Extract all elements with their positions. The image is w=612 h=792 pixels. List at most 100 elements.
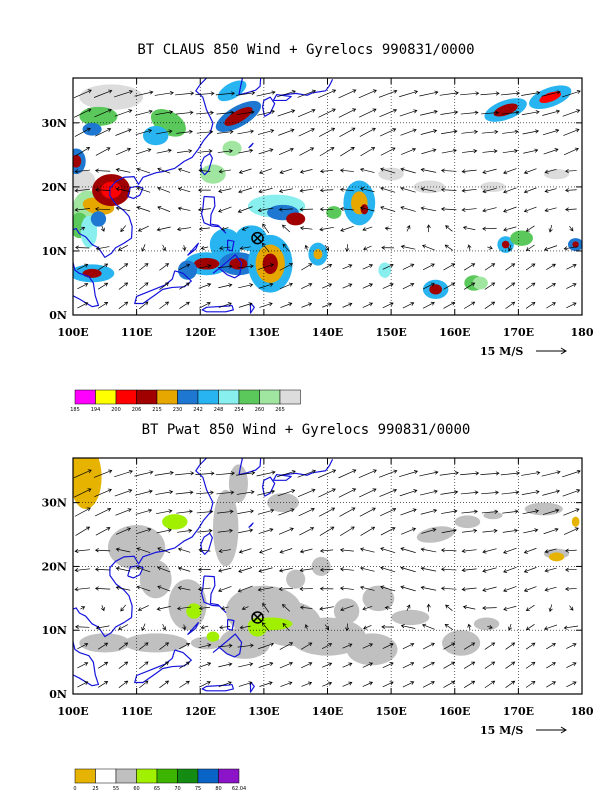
- x-tick-label: 160E: [439, 326, 470, 339]
- wind-vector-arrow: [304, 244, 309, 251]
- wind-vector-arrow: [135, 128, 153, 136]
- wind-vector-arrow: [422, 661, 435, 669]
- wind-vector-arrow: [463, 301, 476, 309]
- wind-vector-arrow: [299, 207, 313, 212]
- wind-vector-arrow: [339, 168, 354, 173]
- wind-vector-arrow: [400, 167, 416, 174]
- wind-vector-arrow: [563, 527, 579, 535]
- wind-vector-arrow: [259, 681, 273, 687]
- bottom-shaded-region: [107, 524, 166, 570]
- wind-vector-arrow: [159, 263, 170, 271]
- wind-vector-arrow: [505, 680, 516, 688]
- legend-swatch: [136, 389, 158, 405]
- wind-vector-arrow: [362, 302, 374, 308]
- wind-vector-arrow: [159, 282, 170, 290]
- wind-vector-arrow: [95, 527, 111, 536]
- wind-vector-arrow: [362, 283, 374, 289]
- wind-vector-arrow: [77, 282, 89, 290]
- top-color-legend: 185 194 200 206 215 230 242 248 254 260 265: [70, 389, 301, 413]
- wind-vector-arrow: [381, 624, 395, 630]
- top-coastline: [238, 78, 262, 96]
- bottom-shaded-region: [267, 493, 299, 513]
- wind-vector-arrow: [262, 223, 270, 234]
- wind-vector-arrow: [461, 587, 477, 592]
- wind-vector-arrow: [480, 91, 500, 96]
- wind-vector-arrow: [258, 527, 274, 534]
- wind-vector-arrow: [80, 226, 86, 231]
- wind-vector-arrow: [420, 167, 437, 173]
- wind-vector-arrow: [563, 246, 579, 251]
- wind-vector-arrow: [77, 263, 89, 270]
- wind-vector-arrow: [94, 548, 111, 553]
- wind-vector-arrow: [339, 206, 354, 212]
- wind-vector-arrow: [379, 488, 398, 497]
- wind-vector-arrow: [156, 606, 171, 611]
- wind-vector-arrow: [541, 470, 561, 477]
- top-shaded-region: [193, 257, 220, 270]
- wind-vector-arrow: [177, 206, 191, 211]
- wind-vector-arrow: [177, 528, 193, 533]
- wind-vector-arrow: [74, 568, 91, 573]
- legend-swatch: [115, 768, 137, 784]
- legend-value-label: 254: [234, 407, 244, 413]
- wind-vector-arrow: [339, 127, 356, 138]
- wind-vector-arrow: [342, 302, 353, 308]
- wind-vector-arrow: [157, 206, 171, 212]
- legend-value-label: 62.04: [232, 786, 246, 792]
- wind-vector-arrow: [421, 528, 437, 534]
- wind-vector-arrow: [360, 526, 376, 536]
- top-shaded-region: [79, 84, 143, 111]
- wind-vector-arrow: [321, 643, 333, 650]
- bottom-shaded-region: [186, 603, 202, 619]
- wind-vector-arrow: [280, 302, 293, 308]
- bottom-coastline: [272, 473, 292, 481]
- wind-vector-arrow: [74, 587, 91, 592]
- wind-vector-arrow: [440, 168, 457, 173]
- wind-vector-arrow: [345, 623, 350, 632]
- wind-vector-arrow: [178, 642, 191, 650]
- wind-vector-arrow: [460, 91, 480, 96]
- x-tick-label: 140E: [312, 326, 343, 339]
- x-tick-label: 100E: [57, 705, 88, 718]
- wind-vector-arrow: [500, 91, 521, 96]
- wind-vector-arrow: [318, 89, 337, 99]
- bottom-coastline: [212, 633, 243, 658]
- wind-vector-arrow: [318, 127, 336, 137]
- wind-vector-arrow: [297, 89, 317, 98]
- wind-vector-arrow: [380, 167, 396, 174]
- top-shaded-region: [224, 107, 253, 126]
- wind-vector-arrow: [115, 206, 131, 212]
- wind-vector-arrow: [237, 509, 255, 514]
- wind-vector-arrow: [278, 207, 293, 212]
- wind-vector-arrow: [463, 661, 476, 669]
- bottom-reference-vector-label: 15 M/S: [480, 724, 523, 737]
- wind-vector-arrow: [282, 622, 290, 631]
- wind-vector-arrow: [546, 662, 556, 669]
- legend-swatch: [156, 768, 178, 784]
- wind-vector-arrow: [360, 187, 375, 193]
- wind-vector-arrow: [179, 661, 190, 669]
- x-tick-label: 180: [571, 705, 594, 718]
- top-coastline: [134, 270, 192, 305]
- wind-vector-arrow: [139, 661, 149, 669]
- wind-vector-arrow: [566, 643, 577, 649]
- wind-vector-arrow: [118, 301, 129, 309]
- wind-vector-arrow: [566, 662, 577, 668]
- wind-vector-arrow: [137, 225, 149, 232]
- wind-vector-arrow: [301, 681, 313, 687]
- wind-vector-arrow: [137, 605, 149, 612]
- x-tick-label: 150E: [375, 705, 406, 718]
- wind-vector-arrow: [134, 470, 154, 477]
- wind-vector-arrow: [338, 89, 357, 99]
- wind-vector-arrow: [378, 469, 398, 478]
- wind-vector-arrow: [362, 606, 373, 611]
- wind-vector-arrow: [420, 585, 437, 591]
- wind-vector-arrow: [80, 606, 86, 610]
- bottom-shaded-region: [206, 631, 220, 642]
- wind-vector-arrow: [136, 585, 151, 592]
- wind-vector-arrow: [543, 527, 559, 535]
- wind-vector-arrow: [419, 470, 439, 477]
- wind-vector-arrow: [299, 586, 313, 591]
- wind-vector-arrow: [482, 149, 498, 154]
- top-shaded-region: [378, 262, 392, 278]
